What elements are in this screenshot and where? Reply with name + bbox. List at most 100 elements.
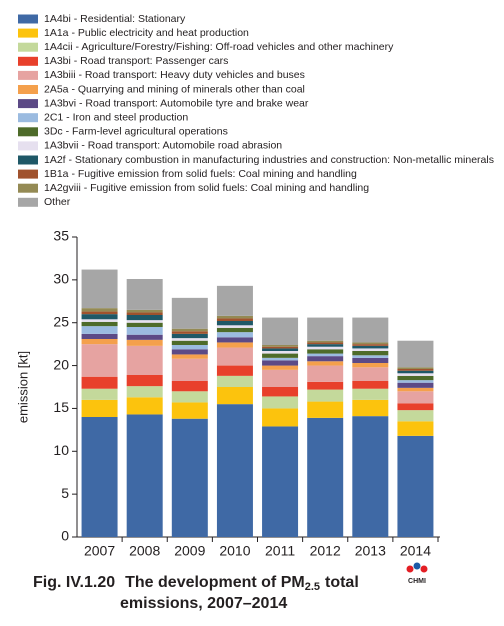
bar-segment [262,345,299,347]
y-tick-label: 30 [53,271,69,287]
bar-segment [216,375,253,387]
y-tick-label: 20 [53,356,69,372]
bar-segment [262,317,299,345]
y-tick-label: 5 [61,485,69,501]
bar-segment [352,381,389,389]
bar-segment [81,321,118,327]
legend-label: 1A3biii - Road transport: Heavy duty veh… [44,69,305,81]
legend-swatch [18,56,38,66]
bar-segment [397,403,434,411]
title-subscript: 2.5 [305,581,320,593]
bar-segment [397,367,434,369]
bar-segment [126,414,163,537]
bar-segment [352,317,389,343]
x-tick-label: 2014 [400,543,431,559]
bar-segment [126,312,163,315]
bar-segment [352,363,389,368]
bar-segment [397,370,434,374]
bar-segment [81,311,118,315]
legend-swatch [18,42,38,52]
legend-label: 1A1a - Public electricity and heat produ… [44,27,249,39]
x-tick-label: 2010 [219,543,250,559]
bar-segment [81,376,118,389]
bar-segment [307,365,344,382]
bar-segment [262,426,299,537]
bar-segment [171,331,208,334]
bar-segment [81,388,118,400]
legend-label: 1A3bvii - Road transport: Automobile roa… [44,140,282,152]
title-text-after: total [325,574,359,591]
bar-segment [126,339,163,346]
bar-segment [397,391,434,404]
bar-segment [352,351,389,356]
legend-label: 1A4bi - Residential: Stationary [44,13,186,25]
y-tick-label: 15 [53,399,69,415]
bar-segment [171,297,208,329]
bar-segment [397,369,434,371]
bar-segment [307,317,344,341]
y-tick-label: 0 [61,528,69,544]
bar-segment [216,321,253,326]
legend-swatch [18,70,38,80]
legend-swatch [18,99,38,109]
figure-label: Fig. IV.1.20 [33,574,115,591]
bar-segment [262,346,299,349]
bar-segment [171,338,208,341]
bar-segment [126,334,163,340]
bar-segment [81,269,118,309]
bar-segment [171,340,208,345]
logo-dot [413,562,421,570]
legend-label: 1A3bi - Road transport: Passenger cars [44,55,228,67]
bar-segment [307,401,344,418]
bar-segment [216,325,253,328]
legend-swatch [18,169,38,179]
bar-segment [81,319,118,322]
logo-dot [406,565,414,573]
bar-segment [397,410,434,422]
bar-segment [352,345,389,349]
x-tick-label: 2012 [310,543,341,559]
legend-swatch [18,141,38,151]
bar-segment [216,315,253,319]
bar-segment [171,349,208,355]
bar-segment [126,320,163,323]
bar-segment [171,328,208,332]
bar-segment [307,349,344,354]
bar-segment [216,332,253,338]
bar-segment [262,348,299,351]
bar-segment [171,345,208,350]
bar-segment [262,369,299,387]
bar-segment [216,365,253,376]
legend-swatch [18,183,38,193]
legend-swatch [18,14,38,24]
bar-segment [216,387,253,405]
title-text: The development of PM [125,574,305,591]
legend-swatch [18,127,38,137]
bar-segment [171,381,208,392]
bar-segment [126,397,163,415]
legend-swatch [18,155,38,165]
bar-segment [352,357,389,363]
bar-segment [262,351,299,354]
bar-segment [307,389,344,402]
bar-segment [216,342,253,348]
bar-segment [397,380,434,383]
bar-segment [307,340,344,343]
bar-segment [216,404,253,537]
bar-segment [216,337,253,343]
logo-text: CHMI [408,578,426,585]
chart-title-line2: emissions, 2007–2014 [120,595,287,612]
y-axis-title: emission [kt] [15,351,30,423]
legend-label: Other [44,196,71,208]
bar-segment [397,375,434,381]
bar-segment [171,391,208,403]
bar-segment [352,355,389,358]
bar-segment [307,346,344,350]
logo-dot [420,565,428,573]
bar-segment [307,381,344,390]
bar-segment [126,309,163,313]
bar-segment [126,375,163,387]
bar-segment [397,340,434,368]
